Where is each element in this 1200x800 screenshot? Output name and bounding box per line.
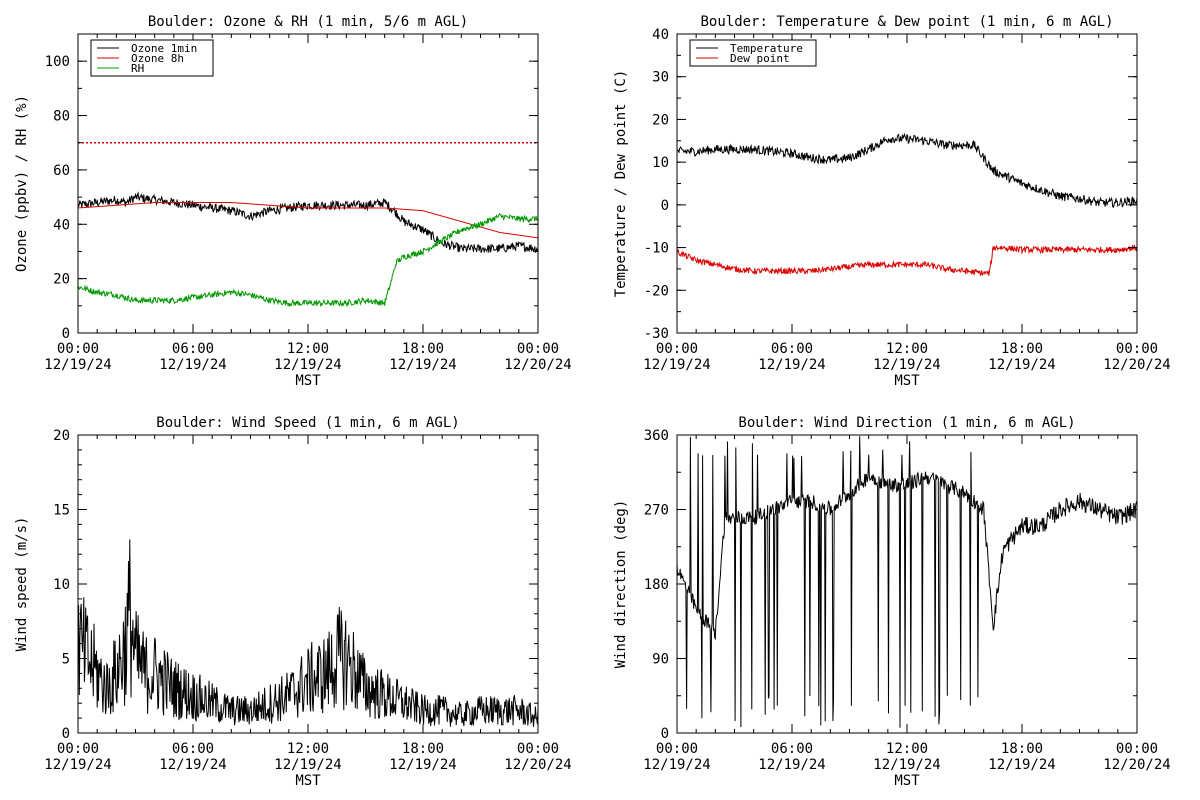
x-tick-label-date: 12/19/24 xyxy=(643,357,710,373)
chart-panel-2: Boulder: Temperature & Dew point (1 min,… xyxy=(613,14,1171,389)
plot-frame xyxy=(77,33,539,334)
x-tick-label-time: 00:00 xyxy=(57,341,99,357)
x-tick-label-date: 12/19/24 xyxy=(159,757,226,773)
y-tick-label: 20 xyxy=(652,112,669,128)
y-axis-label: Wind speed (m/s) xyxy=(14,517,30,652)
series-line-ozone-8h xyxy=(78,202,538,239)
x-tick-label-date: 12/20/24 xyxy=(1103,357,1170,373)
y-tick-label: 360 xyxy=(644,428,669,444)
x-tick-label-date: 12/19/24 xyxy=(758,357,825,373)
plot-frame xyxy=(676,434,1138,734)
y-tick-label: 180 xyxy=(644,577,669,593)
x-tick-label-time: 18:00 xyxy=(1001,341,1043,357)
x-tick-label-time: 12:00 xyxy=(287,741,329,757)
x-tick-label-time: 00:00 xyxy=(1116,741,1158,757)
x-tick-label-time: 00:00 xyxy=(517,341,559,357)
y-tick-label: 10 xyxy=(652,155,669,171)
x-tick-label-date: 12/19/24 xyxy=(389,357,456,373)
x-tick-label-time: 00:00 xyxy=(656,741,698,757)
x-axis-label: MST xyxy=(295,373,321,389)
y-tick-label: 60 xyxy=(53,163,70,179)
x-tick-label-date: 12/19/24 xyxy=(274,357,341,373)
chart-title: Boulder: Ozone & RH (1 min, 5/6 m AGL) xyxy=(148,14,468,30)
y-tick-label: 0 xyxy=(661,198,669,214)
y-tick-label: 0 xyxy=(62,326,70,342)
chart-panel-3: Boulder: Wind Speed (1 min, 6 m AGL) 0 5 10… xyxy=(14,415,572,789)
x-tick-label-time: 12:00 xyxy=(886,341,928,357)
x-tick-label-date: 12/19/24 xyxy=(389,757,456,773)
series-line-rh xyxy=(78,213,538,308)
x-tick-label-date: 12/20/24 xyxy=(504,357,571,373)
x-tick-label-time: 06:00 xyxy=(771,741,813,757)
y-tick-label: 0 xyxy=(62,726,70,742)
chart-title: Boulder: Temperature & Dew point (1 min,… xyxy=(700,14,1113,30)
legend-label: RH xyxy=(131,62,144,75)
x-tick-label-time: 12:00 xyxy=(886,741,928,757)
chart-panel-4: Boulder: Wind Direction (1 min, 6 m AGL)… xyxy=(613,415,1171,789)
series-line-dew-point xyxy=(677,244,1137,276)
x-tick-label-time: 12:00 xyxy=(287,341,329,357)
x-tick-label-time: 00:00 xyxy=(656,341,698,357)
x-tick-label-date: 12/19/24 xyxy=(159,357,226,373)
y-tick-label: 0 xyxy=(661,726,669,742)
chart-panel-1: Boulder: Ozone & RH (1 min, 5/6 m AGL) 0 2… xyxy=(14,14,572,389)
x-tick-label-date: 12/19/24 xyxy=(988,757,1055,773)
x-axis-label: MST xyxy=(894,373,920,389)
series-line xyxy=(78,539,538,727)
y-tick-label: 20 xyxy=(53,428,70,444)
chart-title: Boulder: Wind Speed (1 min, 6 m AGL) xyxy=(156,415,459,431)
y-axis-label: Ozone (ppbv) / RH (%) xyxy=(14,95,30,272)
x-tick-label-time: 18:00 xyxy=(402,341,444,357)
x-tick-label-date: 12/19/24 xyxy=(643,757,710,773)
series-line xyxy=(677,436,1137,728)
y-tick-label: 30 xyxy=(652,70,669,86)
y-tick-label: 100 xyxy=(45,54,70,70)
x-tick-label-date: 12/20/24 xyxy=(1103,757,1170,773)
x-tick-label-date: 12/20/24 xyxy=(504,757,571,773)
y-tick-label: 20 xyxy=(53,272,70,288)
y-tick-label: -10 xyxy=(644,241,669,257)
x-tick-label-time: 06:00 xyxy=(172,341,214,357)
y-tick-label: 80 xyxy=(53,109,70,125)
legend-label: Ozone 8h xyxy=(131,52,184,65)
legend-label: Temperature xyxy=(730,42,803,55)
legend-label: Dew point xyxy=(730,52,790,65)
y-tick-label: 15 xyxy=(53,503,70,519)
x-tick-label-date: 12/19/24 xyxy=(873,357,940,373)
legend-box xyxy=(689,39,817,67)
x-tick-label-date: 12/19/24 xyxy=(44,357,111,373)
y-axis-label: Temperature / Dew point (C) xyxy=(613,70,629,298)
x-tick-label-time: 00:00 xyxy=(517,741,559,757)
y-tick-label: -20 xyxy=(644,283,669,299)
x-axis-label: MST xyxy=(894,773,920,789)
y-tick-label: 10 xyxy=(53,577,70,593)
y-tick-label: -30 xyxy=(644,326,669,342)
x-tick-label-date: 12/19/24 xyxy=(988,357,1055,373)
plot-frame xyxy=(676,33,1138,334)
x-tick-label-date: 12/19/24 xyxy=(274,757,341,773)
series-line-ozone-1min xyxy=(78,191,538,254)
y-tick-label: 90 xyxy=(652,652,669,668)
x-tick-label-time: 06:00 xyxy=(172,741,214,757)
x-tick-label-date: 12/19/24 xyxy=(44,757,111,773)
y-tick-label: 40 xyxy=(53,217,70,233)
series-line-temperature xyxy=(677,132,1137,209)
x-tick-label-time: 18:00 xyxy=(402,741,444,757)
y-tick-label: 270 xyxy=(644,503,669,519)
chart-title: Boulder: Wind Direction (1 min, 6 m AGL) xyxy=(738,415,1075,431)
y-tick-label: 5 xyxy=(62,652,70,668)
y-axis-label: Wind direction (deg) xyxy=(613,500,629,669)
x-tick-label-time: 00:00 xyxy=(57,741,99,757)
x-tick-label-time: 00:00 xyxy=(1116,341,1158,357)
x-tick-label-date: 12/19/24 xyxy=(758,757,825,773)
x-tick-label-time: 06:00 xyxy=(771,341,813,357)
legend-label: Ozone 1min xyxy=(131,42,197,55)
x-axis-label: MST xyxy=(295,773,321,789)
x-tick-label-date: 12/19/24 xyxy=(873,757,940,773)
x-tick-label-time: 18:00 xyxy=(1001,741,1043,757)
y-tick-label: 40 xyxy=(652,27,669,43)
